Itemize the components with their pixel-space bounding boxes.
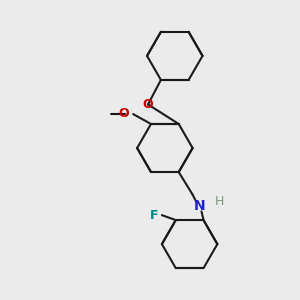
Text: O: O xyxy=(118,106,129,120)
Text: F: F xyxy=(150,208,158,222)
Text: O: O xyxy=(143,98,153,111)
Text: N: N xyxy=(194,200,205,214)
Text: methoxy: methoxy xyxy=(0,299,1,300)
Text: H: H xyxy=(215,195,224,208)
